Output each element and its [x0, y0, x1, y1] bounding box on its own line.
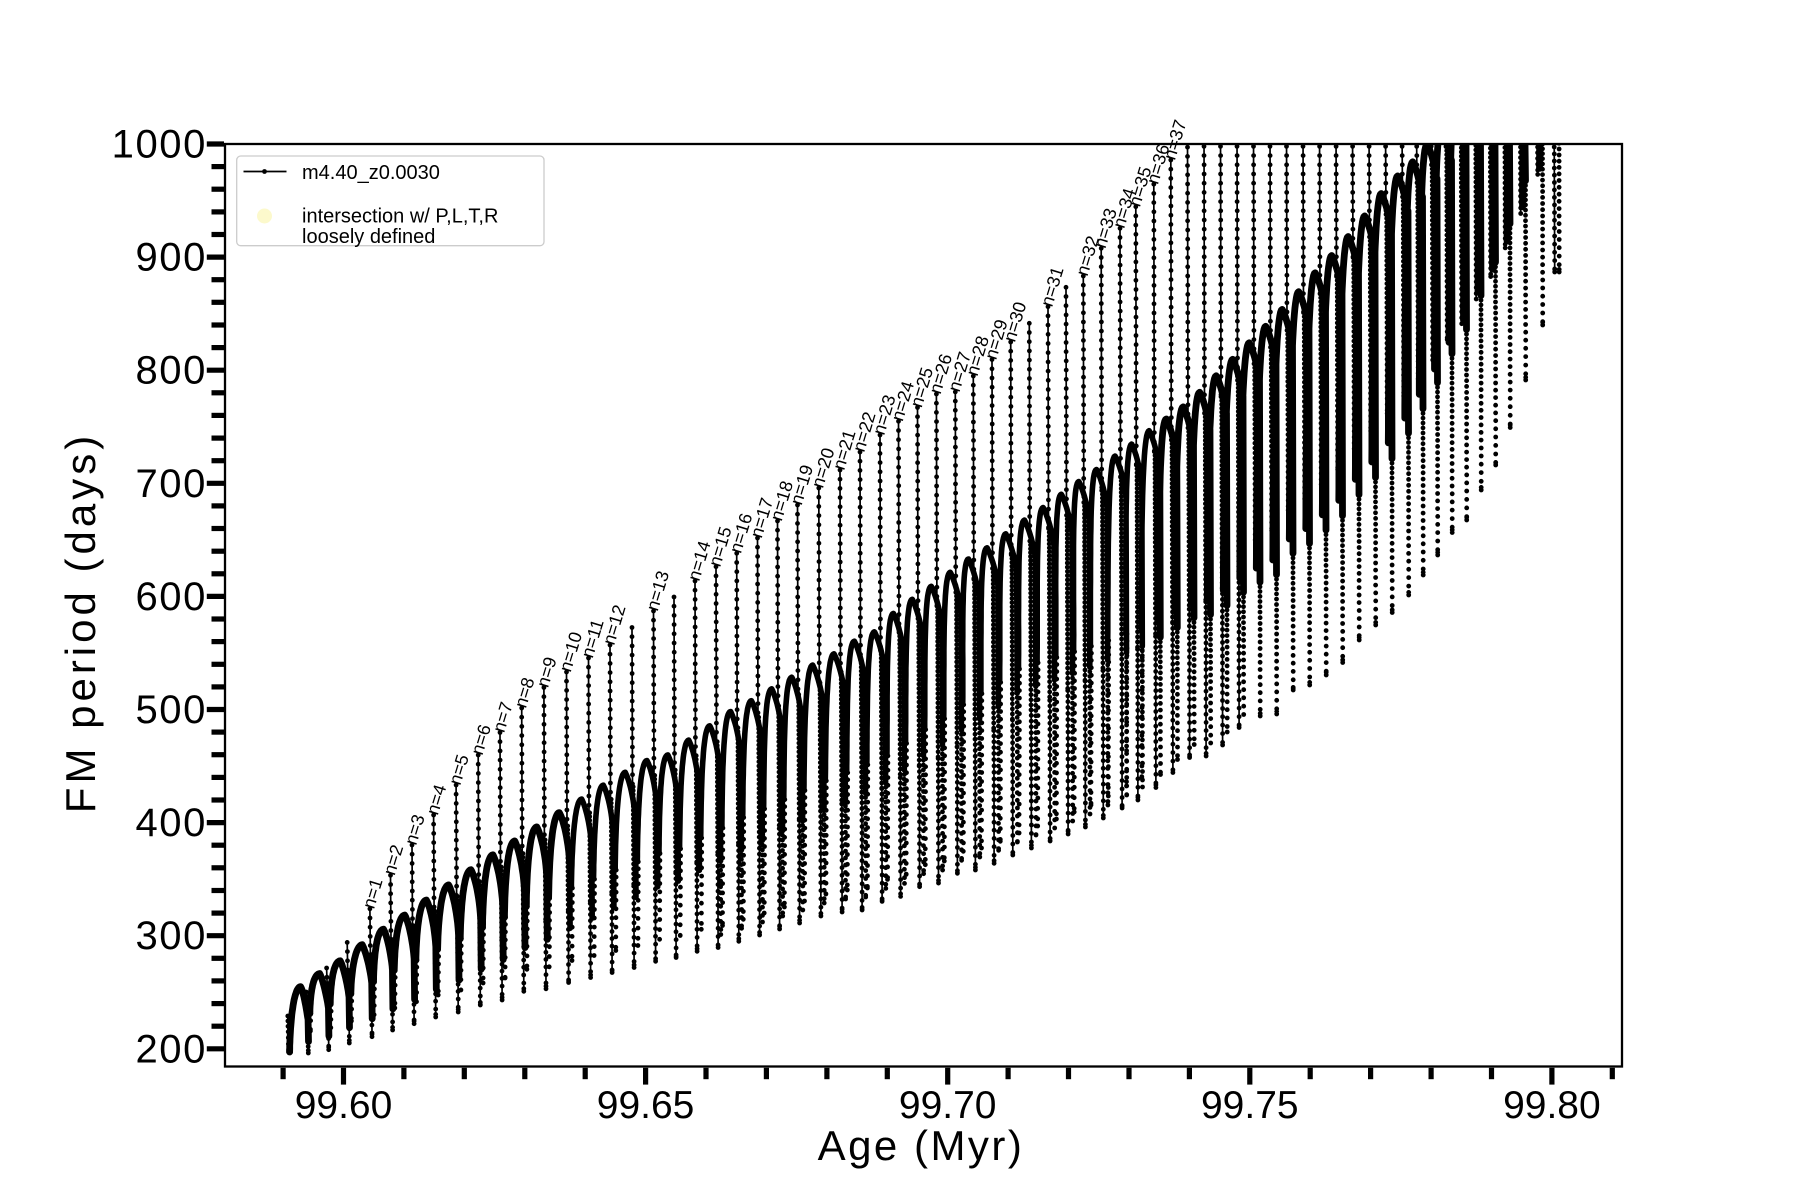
svg-text:99.65: 99.65: [597, 1084, 695, 1127]
svg-text:1000: 1000: [112, 123, 207, 167]
svg-text:900: 900: [135, 236, 207, 280]
svg-text:99.75: 99.75: [1201, 1084, 1299, 1127]
svg-text:700: 700: [135, 462, 207, 506]
svg-text:400: 400: [135, 801, 207, 845]
svg-text:FM period (days): FM period (days): [57, 432, 104, 813]
svg-text:500: 500: [135, 688, 207, 732]
svg-text:200: 200: [135, 1027, 207, 1071]
svg-text:99.60: 99.60: [295, 1084, 393, 1127]
svg-text:m4.40_z0.0030: m4.40_z0.0030: [302, 162, 440, 184]
svg-text:300: 300: [135, 914, 207, 958]
svg-text:600: 600: [135, 575, 207, 619]
svg-text:99.70: 99.70: [899, 1084, 997, 1127]
svg-text:800: 800: [135, 349, 207, 393]
svg-text:Age (Myr): Age (Myr): [818, 1122, 1025, 1169]
svg-text:loosely defined: loosely defined: [302, 226, 435, 248]
svg-text:99.80: 99.80: [1503, 1084, 1601, 1127]
svg-text:intersection w/ P,L,T,R: intersection w/ P,L,T,R: [302, 206, 498, 228]
